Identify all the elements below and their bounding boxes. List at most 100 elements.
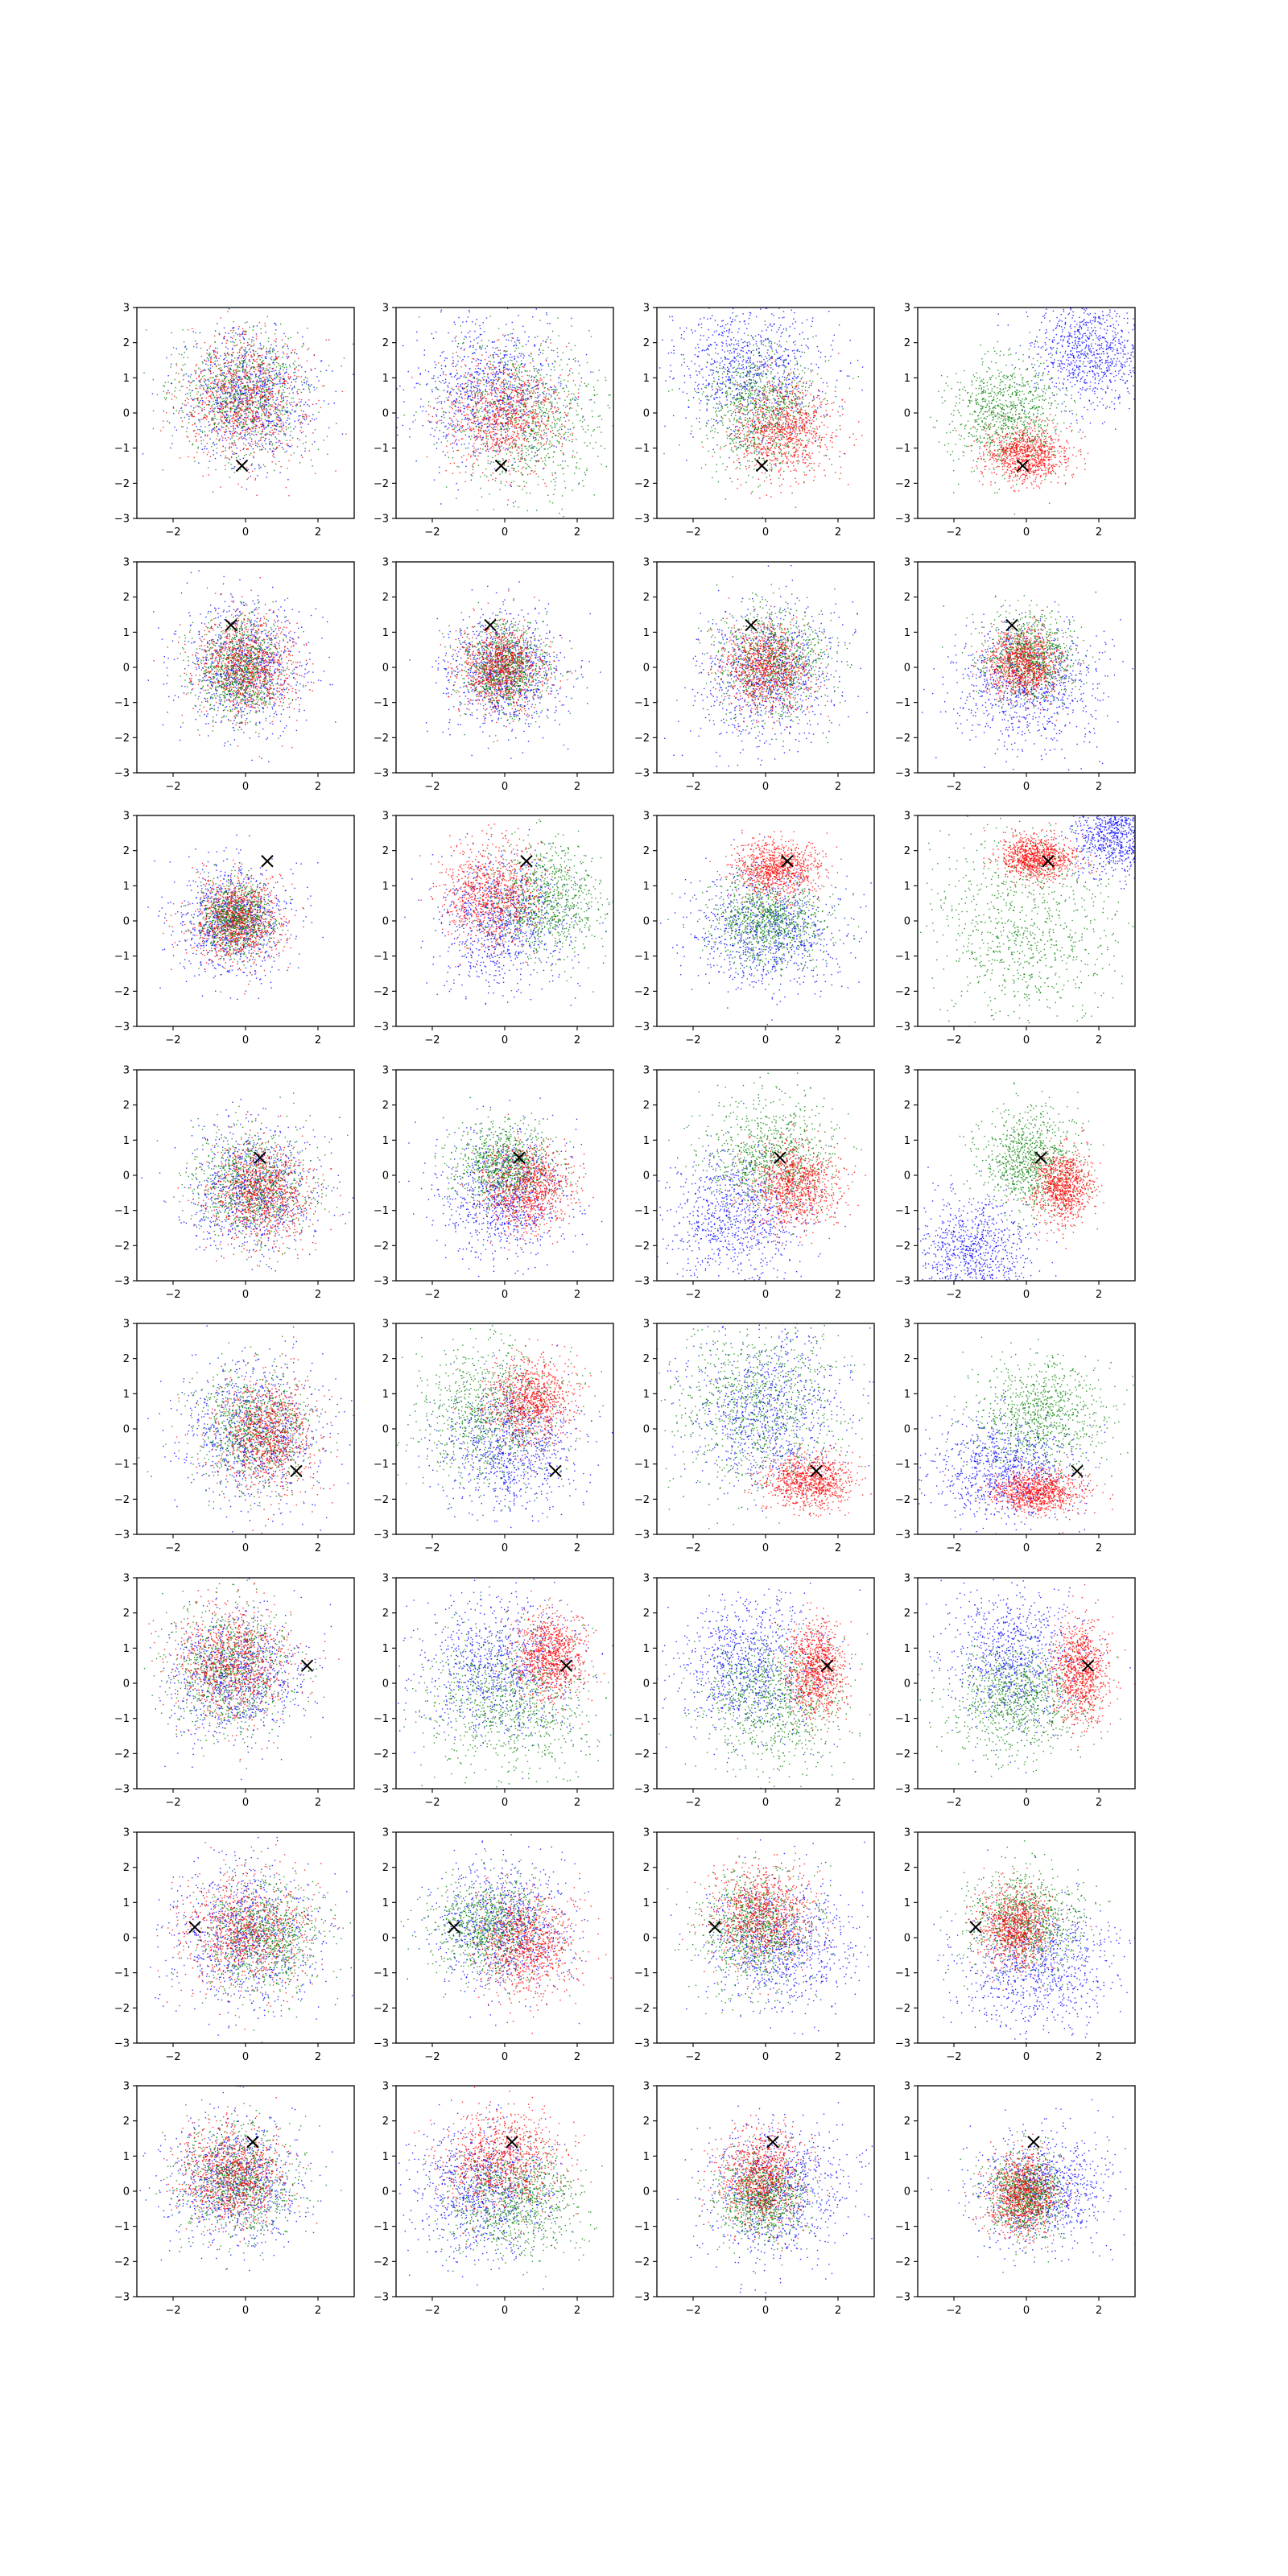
data-point — [433, 338, 434, 339]
data-point — [284, 343, 285, 344]
data-point — [487, 445, 488, 446]
data-point — [510, 413, 511, 414]
data-point — [518, 383, 519, 384]
data-point — [223, 359, 224, 360]
data-point — [449, 418, 450, 419]
data-point — [562, 509, 563, 510]
data-point — [450, 423, 451, 424]
data-point — [464, 391, 465, 392]
data-point — [265, 357, 266, 358]
data-point — [513, 329, 514, 330]
data-point — [268, 417, 269, 418]
data-point — [213, 386, 214, 387]
data-point — [345, 434, 346, 435]
data-point — [240, 415, 241, 416]
data-point — [267, 381, 268, 382]
data-point — [505, 428, 506, 429]
data-point — [261, 426, 262, 427]
data-point — [237, 400, 238, 401]
data-point — [261, 332, 262, 333]
data-point — [518, 452, 519, 453]
data-point — [442, 380, 443, 381]
data-point — [540, 409, 541, 410]
data-point — [464, 481, 465, 482]
data-point — [273, 453, 274, 454]
data-point — [525, 370, 526, 371]
data-point — [249, 338, 250, 339]
data-point — [485, 401, 486, 402]
data-point — [506, 368, 507, 369]
data-point — [176, 410, 177, 411]
data-point — [496, 438, 497, 439]
data-point — [256, 333, 257, 334]
data-point — [501, 483, 502, 484]
data-point — [524, 438, 525, 439]
data-point — [251, 355, 252, 356]
data-point — [530, 429, 531, 430]
data-point — [245, 322, 246, 323]
data-point — [528, 411, 529, 412]
data-point — [243, 349, 244, 350]
data-point — [173, 413, 174, 414]
data-point — [242, 378, 243, 379]
data-point — [263, 408, 264, 409]
data-point — [239, 399, 240, 400]
data-point — [224, 338, 225, 339]
data-point — [214, 388, 215, 389]
data-point — [232, 437, 233, 438]
data-point — [509, 389, 510, 390]
data-point — [273, 348, 274, 349]
data-point — [222, 408, 223, 409]
data-point — [451, 425, 452, 426]
data-point — [433, 408, 434, 409]
data-point — [573, 427, 574, 428]
data-point — [248, 415, 249, 416]
data-point — [255, 430, 256, 431]
data-point — [297, 438, 298, 439]
data-point — [279, 372, 280, 373]
data-point — [452, 408, 453, 409]
data-point — [283, 434, 284, 435]
data-point — [269, 443, 270, 444]
data-point — [515, 388, 516, 389]
data-point — [264, 409, 265, 410]
data-point — [508, 399, 509, 400]
data-point — [536, 473, 537, 474]
data-point — [552, 502, 553, 503]
data-point — [224, 434, 225, 435]
data-point — [577, 405, 578, 406]
data-point — [284, 373, 285, 374]
data-point — [192, 380, 193, 381]
data-point — [201, 356, 202, 357]
data-point — [226, 340, 227, 341]
data-point — [267, 391, 268, 392]
data-point — [228, 392, 229, 393]
data-point — [254, 479, 255, 480]
data-point — [548, 364, 549, 365]
data-point — [289, 387, 290, 388]
data-point — [553, 461, 554, 462]
data-point — [189, 440, 190, 441]
data-point — [553, 479, 554, 480]
data-point — [205, 380, 206, 381]
data-point — [276, 416, 277, 417]
data-point — [587, 362, 588, 363]
data-point — [294, 364, 295, 365]
data-point — [268, 402, 269, 403]
data-point — [208, 421, 209, 422]
data-point — [554, 393, 555, 394]
data-point — [563, 453, 564, 454]
data-point — [238, 328, 239, 329]
data-point — [552, 436, 553, 437]
data-point — [276, 358, 277, 359]
data-point — [310, 420, 311, 421]
data-point — [241, 381, 242, 382]
data-point — [173, 347, 174, 348]
data-point — [532, 430, 533, 431]
data-point — [295, 406, 296, 407]
data-point — [242, 388, 243, 389]
data-point — [235, 400, 236, 401]
data-point — [290, 435, 291, 436]
data-point — [469, 336, 470, 337]
data-point — [498, 414, 499, 415]
